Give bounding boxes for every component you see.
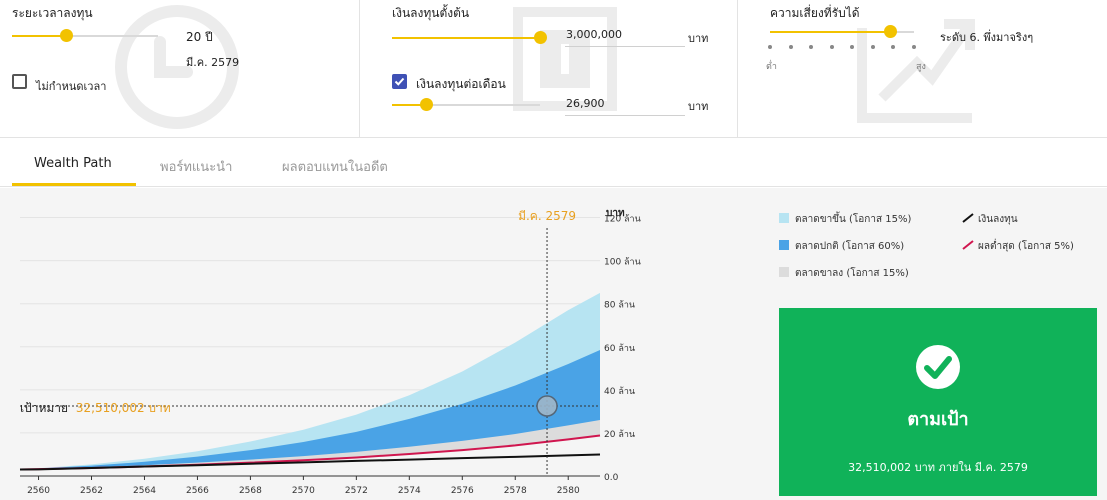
no-time-limit-checkbox[interactable]	[12, 74, 27, 89]
initial-unit: บาท	[688, 32, 709, 45]
monthly-investment-checkbox[interactable]	[392, 74, 407, 89]
legend-bear-label: ตลาดขาลง (โอกาส 15%)	[795, 268, 909, 279]
x-tick-label: 2578	[504, 486, 527, 496]
x-tick-label: 2570	[292, 486, 315, 496]
trending-up-watermark-icon	[857, 19, 975, 123]
x-tick-label: 2574	[398, 486, 421, 496]
legend-worst-label: ผลต่ำสุด (โอกาส 5%)	[978, 241, 1074, 252]
period-value: 20 ปี	[186, 30, 213, 44]
invested-line	[19, 453, 601, 471]
initial-investment-title: เงินลงทุนตั้งต้น	[392, 6, 470, 20]
period-slider-knob[interactable]	[60, 29, 74, 42]
active-tab-indicator	[12, 183, 136, 186]
goal-status-card: ตามเป้า 32,510,002 บาท ภายใน มี.ค. 2579	[779, 308, 1097, 496]
legend-normal-swatch	[779, 240, 789, 250]
investment-panel: เงินลงทุนตั้งต้น 3,000,000 บาท เงินลงทุน…	[360, 0, 738, 138]
input-panel: ระยะเวลาลงทุน 20 ปี มี.ค. 2579 ไม่กำหนดเ…	[0, 0, 1107, 138]
legend-invested: เงินลงทุน	[962, 212, 1018, 227]
checkmark-icon	[394, 77, 405, 86]
legend-invested-label: เงินลงทุน	[978, 214, 1018, 225]
x-tick-label: 2568	[239, 486, 262, 496]
monthly-amount-underline	[565, 115, 685, 116]
risk-step-dot[interactable]	[829, 45, 834, 49]
period-slider-fill	[12, 35, 67, 37]
y-tick-label: 0.0	[604, 473, 619, 483]
y-tick-label: 80 ล้าน	[604, 300, 635, 311]
goal-point[interactable]	[536, 395, 558, 417]
legend-normal-label: ตลาดปกติ (โอกาส 60%)	[795, 241, 905, 252]
y-tick-label: 120 ล้าน	[604, 214, 641, 225]
risk-step-dot[interactable]	[788, 45, 793, 49]
risk-step-dot[interactable]	[912, 45, 916, 49]
tab-past-returns[interactable]: ผลตอบแทนในอดีต	[282, 160, 388, 175]
x-tick-label: 2564	[133, 486, 156, 496]
money-bill-watermark-icon	[513, 7, 617, 111]
risk-step-dot[interactable]	[870, 45, 875, 49]
period-slider-track[interactable]	[12, 35, 158, 37]
y-tick-label: 40 ล้าน	[604, 386, 635, 397]
risk-slider-fill	[770, 31, 890, 33]
monthly-slider-track[interactable]	[392, 104, 540, 106]
x-tick-label: 2566	[186, 486, 209, 496]
y-axis-label: บาท	[606, 208, 625, 219]
goal-status-title: ตามเป้า	[907, 409, 969, 430]
x-tick-label: 2572	[345, 486, 368, 496]
goal-label: เป้าหมาย	[20, 401, 69, 415]
monthly-slider-fill	[392, 104, 427, 106]
goal-annotation: เป้าหมาย 32,510,002 บาท	[20, 399, 171, 418]
risk-panel: ความเสี่ยงที่รับได้ ระดับ 6. พึ่งมาจริงๆ…	[738, 0, 1107, 138]
legend-worst-line-icon	[962, 240, 974, 250]
wealth-path-chart[interactable]: 0.0 20 ล้าน 40 ล้าน 60 ล้าน 80 ล้าน 100 ล้าน 1…	[0, 188, 660, 500]
risk-low-label: ต่ำ	[766, 62, 777, 72]
marker-date-label: มี.ค. 2579	[518, 209, 576, 223]
goal-status-subtitle: 32,510,002 บาท ภายใน มี.ค. 2579	[848, 461, 1028, 474]
legend-invested-line-icon	[962, 213, 974, 223]
initial-amount-underline	[565, 46, 685, 47]
main-content: 0.0 20 ล้าน 40 ล้าน 60 ล้าน 80 ล้าน 100 ล้าน 1…	[0, 188, 1107, 500]
monthly-amount-input[interactable]: 26,900	[566, 97, 605, 110]
legend-bear-swatch	[779, 267, 789, 277]
y-tick-label: 20 ล้าน	[604, 429, 635, 440]
x-tick-label: 2576	[451, 486, 474, 496]
period-date: มี.ค. 2579	[186, 56, 240, 69]
legend-bear-market: ตลาดขาลง (โอกาส 15%)	[779, 266, 909, 281]
legend-normal-market: ตลาดปกติ (โอกาส 60%)	[779, 239, 904, 254]
risk-level-text: ระดับ 6. พึ่งมาจริงๆ	[940, 31, 1034, 44]
risk-step-dot[interactable]	[809, 45, 814, 49]
initial-slider-fill	[392, 37, 540, 39]
risk-title: ความเสี่ยงที่รับได้	[770, 6, 860, 20]
risk-step-dot[interactable]	[891, 45, 896, 49]
monthly-unit: บาท	[688, 100, 709, 113]
initial-slider-knob[interactable]	[534, 31, 547, 44]
risk-step-dot[interactable]	[768, 45, 772, 49]
x-tick-label: 2560	[27, 486, 50, 496]
monthly-slider-knob[interactable]	[420, 98, 434, 111]
tab-wealth-path[interactable]: Wealth Path	[34, 156, 112, 171]
legend-bull-swatch	[779, 213, 789, 223]
initial-amount-input[interactable]: 3,000,000	[566, 28, 622, 41]
period-title: ระยะเวลาลงทุน	[12, 6, 93, 20]
clock-watermark-icon	[115, 5, 239, 129]
legend-worst-case: ผลต่ำสุด (โอกาส 5%)	[962, 239, 1074, 254]
risk-slider-knob[interactable]	[883, 25, 897, 38]
monthly-investment-label: เงินลงทุนต่อเดือน	[416, 77, 506, 91]
check-circle-icon	[916, 345, 960, 389]
tab-recommended-portfolio[interactable]: พอร์ทแนะนำ	[160, 160, 233, 175]
goal-value: 32,510,002 บาท	[75, 401, 171, 415]
y-tick-label: 60 ล้าน	[604, 343, 635, 354]
risk-high-label: สูง	[916, 62, 926, 72]
no-time-limit-label: ไม่กำหนดเวลา	[36, 80, 107, 93]
x-tick-label: 2562	[80, 486, 103, 496]
legend-bull-label: ตลาดขาขึ้น (โอกาส 15%)	[795, 214, 912, 225]
risk-step-dot[interactable]	[850, 45, 855, 49]
tab-bar: Wealth Path พอร์ทแนะนำ ผลตอบแทนในอดีต	[0, 139, 1107, 187]
period-panel: ระยะเวลาลงทุน 20 ปี มี.ค. 2579 ไม่กำหนดเ…	[0, 0, 360, 138]
y-tick-label: 100 ล้าน	[604, 257, 641, 268]
x-tick-label: 2580	[557, 486, 580, 496]
legend-bull-market: ตลาดขาขึ้น (โอกาส 15%)	[779, 212, 911, 227]
